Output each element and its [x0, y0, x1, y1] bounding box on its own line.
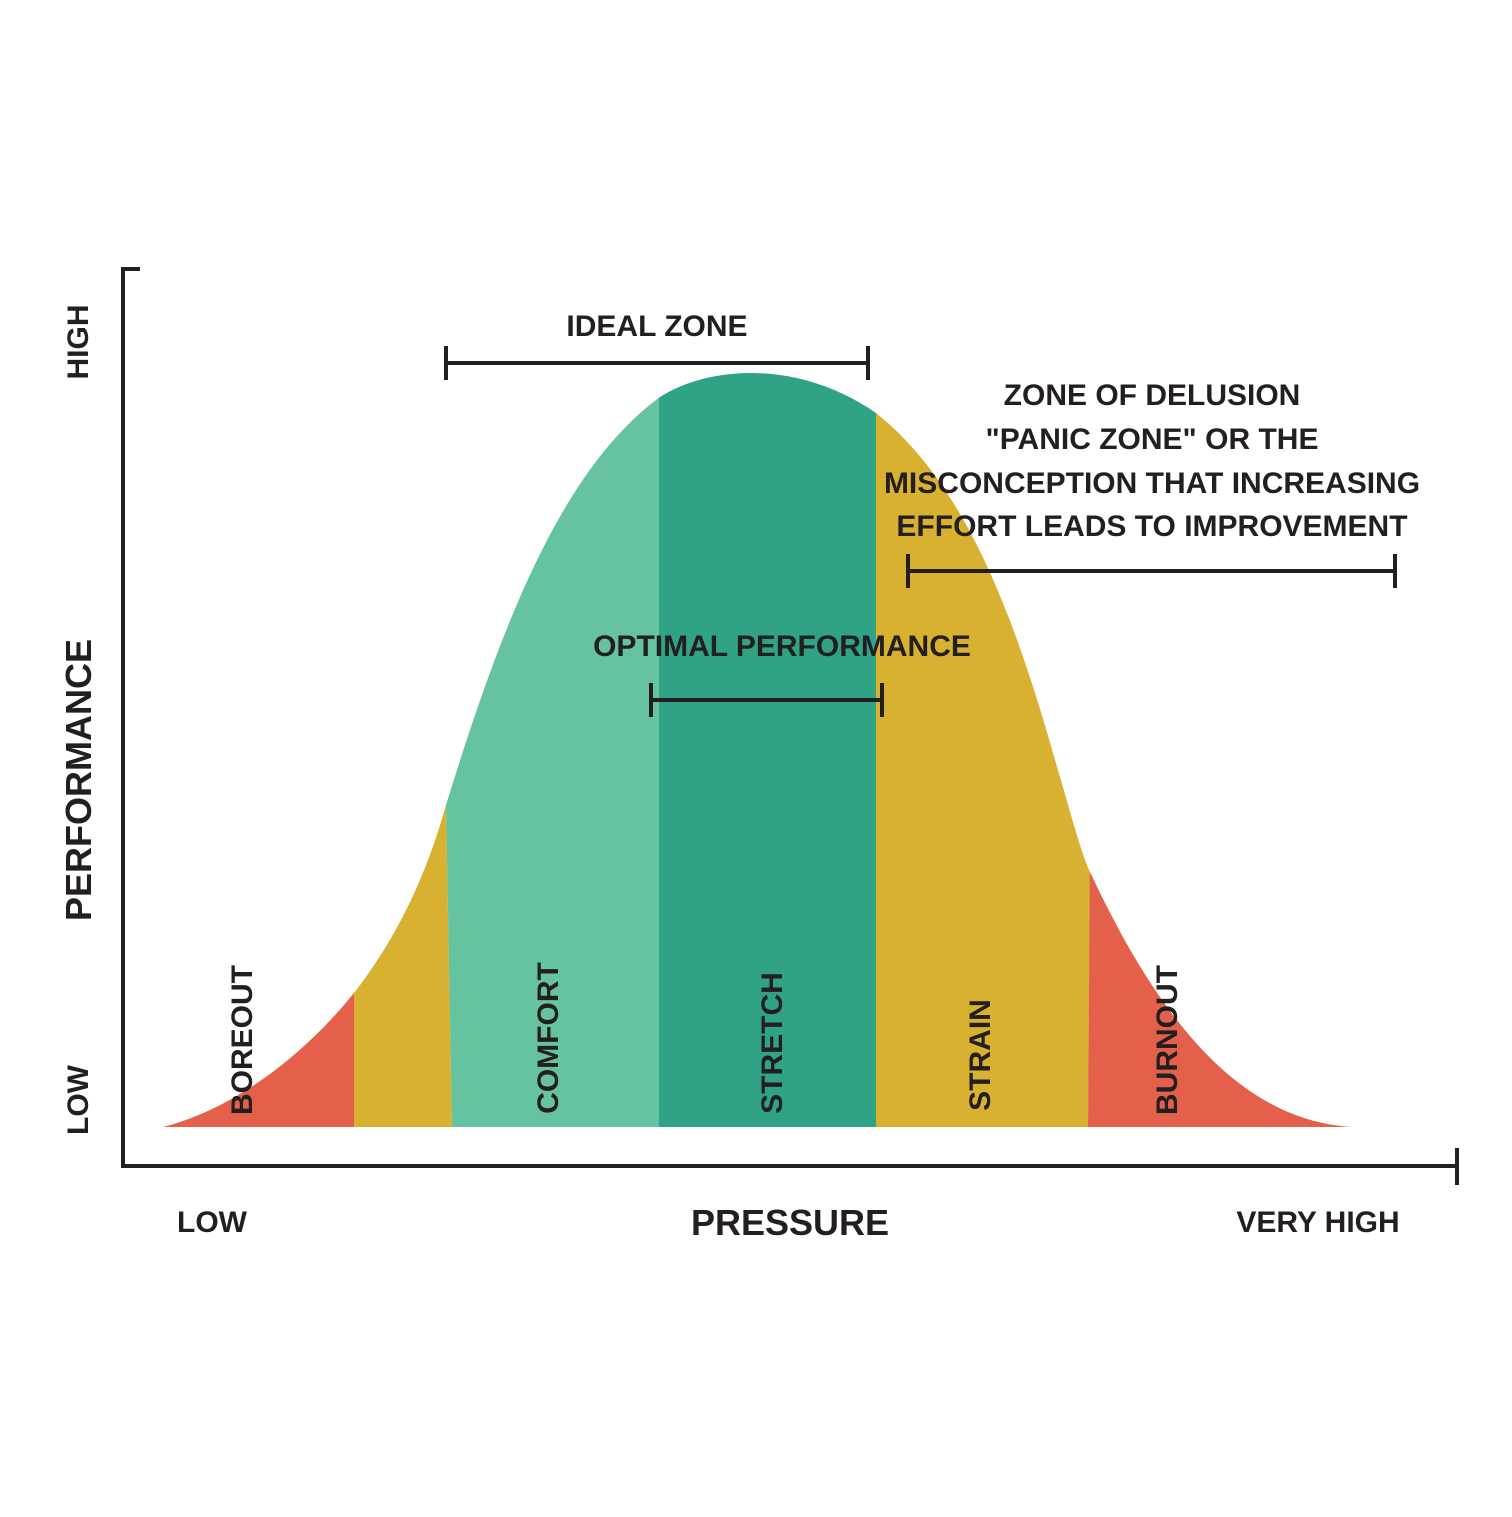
x-axis-high-label: VERY HIGH	[1236, 1206, 1399, 1239]
ideal-zone-label: IDEAL ZONE	[566, 310, 747, 343]
ideal-zone-bracket	[444, 346, 870, 380]
delusion-line-2: "PANIC ZONE" OR THE	[986, 423, 1319, 456]
delusion-bracket	[906, 554, 1397, 588]
zone-label-strain: STRAIN	[964, 999, 997, 1111]
delusion-line-4: EFFORT LEADS TO IMPROVEMENT	[896, 510, 1407, 543]
y-axis-high-label: HIGH	[62, 305, 95, 380]
zone-label-boreout: BOREOUT	[226, 965, 259, 1115]
delusion-line-1: ZONE OF DELUSION	[1004, 379, 1301, 412]
zone-label-comfort: COMFORT	[532, 962, 565, 1114]
zone-label-burnout: BURNOUT	[1151, 965, 1184, 1115]
delusion-line-3: MISCONCEPTION THAT INCREASING	[884, 467, 1420, 500]
x-axis-low-label: LOW	[177, 1206, 248, 1239]
x-axis-title: PRESSURE	[691, 1202, 889, 1243]
zone-band-low-strain	[354, 372, 452, 1127]
y-axis-title: PERFORMANCE	[58, 639, 99, 921]
zone-band-stretch	[659, 372, 877, 1127]
y-axis-low-label: LOW	[62, 1064, 95, 1135]
optimal-performance-label: OPTIMAL PERFORMANCE	[593, 630, 971, 663]
zone-label-stretch: STRETCH	[756, 972, 789, 1114]
optimal-performance-bracket	[649, 683, 884, 717]
axes	[121, 267, 1459, 1185]
